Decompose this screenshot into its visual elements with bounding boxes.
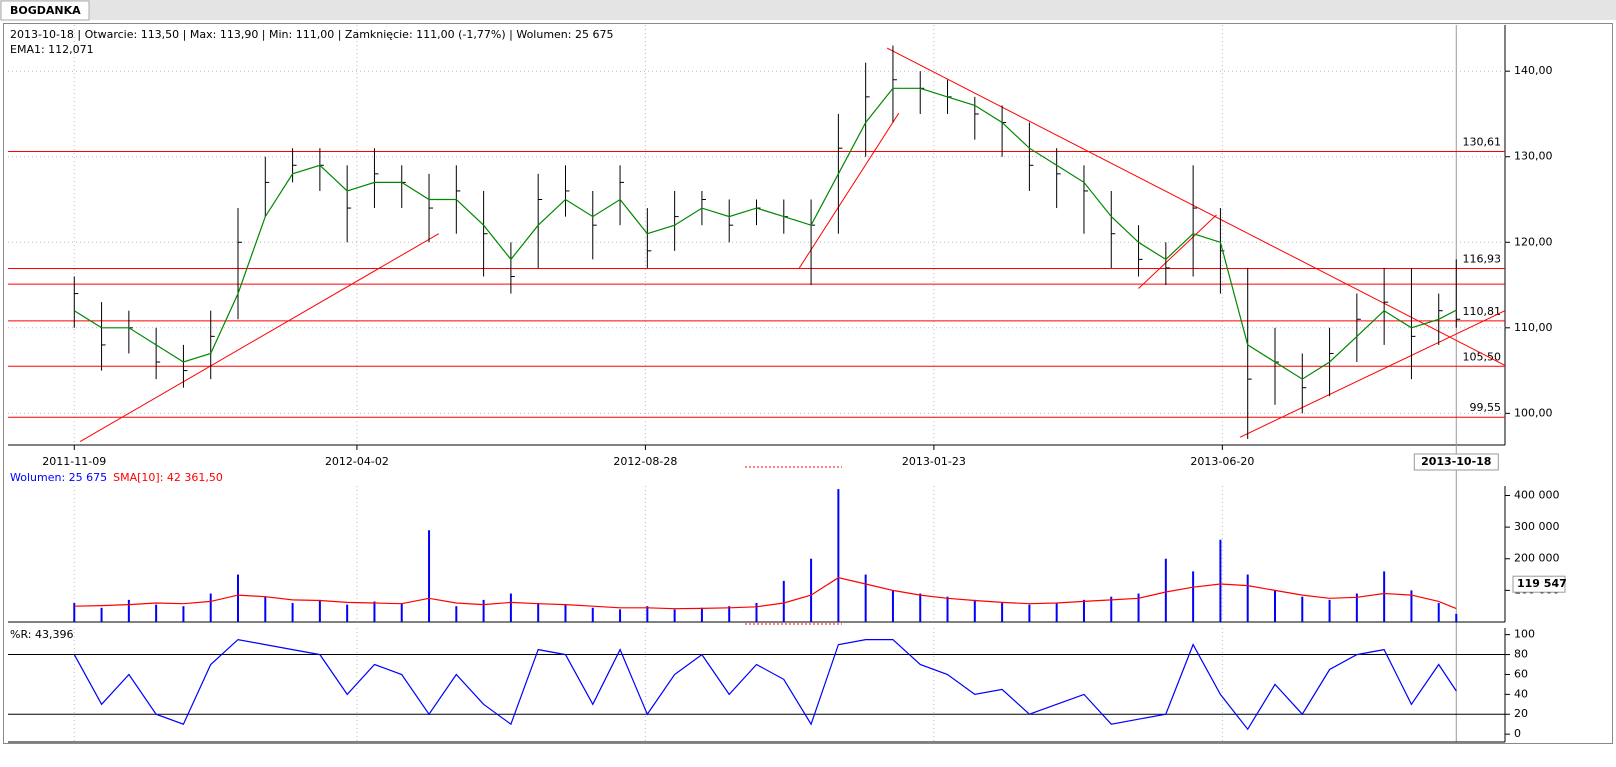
- trend-line: [1138, 214, 1217, 289]
- x-tick-label: 2012-04-02: [325, 455, 389, 468]
- sma-line: [74, 577, 1457, 610]
- x-tick-label: 2013-01-23: [902, 455, 966, 468]
- info-line: 2013-10-18 | Otwarcie: 113,50 | Max: 113…: [10, 28, 613, 41]
- trend-line: [798, 112, 900, 269]
- y-tick-label: 400 000: [1514, 488, 1560, 501]
- y-tick-label: 200 000: [1514, 552, 1560, 565]
- ema-line: [73, 87, 1457, 380]
- tab-label[interactable]: BOGDANKA: [10, 4, 81, 17]
- cursor-date: 2013-10-18: [1421, 455, 1491, 468]
- tab-bar: [0, 0, 1616, 20]
- y-tick-label: 60: [1514, 667, 1528, 680]
- tab[interactable]: [0, 0, 90, 21]
- trend-line: [79, 233, 440, 443]
- y-tick-label: 130,00: [1514, 150, 1553, 163]
- indicator-line: [73, 638, 1457, 731]
- value-marker: 119 547: [1517, 577, 1567, 590]
- indicator-legend: %R: 43,396: [10, 628, 73, 641]
- level-label: 116,93: [1463, 253, 1502, 266]
- level-label: 130,61: [1463, 136, 1502, 149]
- x-tick-label: 2011-11-09: [42, 455, 106, 468]
- level-label: 105,50: [1463, 350, 1502, 363]
- y-tick-label: 120,00: [1514, 235, 1553, 248]
- y-tick-label: 20: [1514, 707, 1528, 720]
- y-tick-label: 80: [1514, 648, 1528, 661]
- y-tick-label: 140,00: [1514, 64, 1553, 77]
- volume-legend: Wolumen: 25 675 SMA[10]: 42 361,50: [10, 471, 223, 484]
- level-label: 110,81: [1463, 305, 1502, 318]
- x-tick-label: 2013-06-20: [1190, 455, 1254, 468]
- trend-line: [1239, 310, 1506, 438]
- y-tick-label: 100,00: [1514, 406, 1553, 419]
- y-tick-label: 100: [1514, 628, 1535, 641]
- y-tick-label: 110,00: [1514, 321, 1553, 334]
- trend-line: [886, 47, 1506, 366]
- ema-legend: EMA1: 112,071: [10, 43, 94, 56]
- level-label: 99,55: [1470, 401, 1502, 414]
- value-marker-box: [1512, 575, 1566, 593]
- cursor-date-box: [1413, 453, 1499, 471]
- x-tick-label: 2012-08-28: [613, 455, 677, 468]
- legend-entry: SMA[10]: 42 361,50: [113, 471, 223, 484]
- chart-frame: [3, 23, 1613, 744]
- legend-entry: Wolumen: 25 675: [10, 471, 107, 484]
- y-tick-label: 40: [1514, 687, 1528, 700]
- y-tick-label: 0: [1514, 727, 1521, 740]
- y-tick-label: 300 000: [1514, 520, 1560, 533]
